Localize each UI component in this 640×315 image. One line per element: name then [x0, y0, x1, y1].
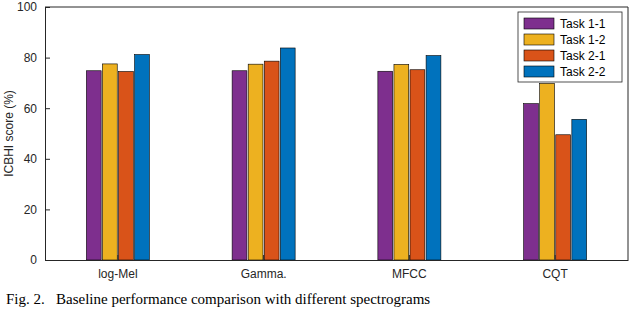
tick: 40: [24, 152, 50, 166]
axis-title: ICBHI score (%): [2, 90, 16, 177]
tick: 100: [17, 0, 50, 14]
tick: CQT: [542, 255, 568, 281]
legend-swatch: [524, 18, 554, 29]
bar: [410, 70, 425, 260]
tick-mark: [45, 108, 50, 109]
bar: [102, 64, 117, 260]
legend-swatch: [524, 66, 554, 77]
bar: [232, 71, 247, 260]
bar: [86, 71, 101, 260]
tick-label: MFCC: [392, 267, 427, 281]
axis-line: [45, 8, 46, 261]
legend-label: Task 2-1: [560, 49, 606, 63]
tick-mark: [45, 58, 50, 59]
bar-series: [86, 71, 538, 260]
tick: 60: [24, 102, 50, 116]
tick-label: 80: [24, 51, 38, 65]
tick: 20: [24, 203, 50, 217]
tick-mark: [263, 255, 264, 260]
tick-label: 60: [24, 102, 38, 116]
tick: log-Mel: [98, 255, 137, 281]
legend-item: Task 1-1: [524, 17, 606, 31]
legend-swatch: [524, 34, 554, 45]
tick-mark: [45, 209, 50, 210]
x-axis: log-Mel Gamma. MFCC CQT: [46, 255, 629, 281]
legend-label: Task 1-1: [560, 17, 606, 31]
legend-item: Task 2-2: [524, 65, 606, 79]
bar: [556, 135, 571, 260]
tick: 80: [24, 51, 50, 65]
tick-label: 100: [17, 0, 37, 14]
legend-label: Task 1-2: [560, 33, 606, 47]
bar: [524, 104, 539, 260]
bar: [248, 64, 263, 260]
bar: [264, 61, 279, 260]
tick-mark: [45, 7, 50, 8]
tick: Gamma.: [241, 255, 287, 281]
tick-label: log-Mel: [98, 267, 137, 281]
tick-label: 20: [24, 203, 38, 217]
bar: [378, 71, 393, 260]
bar: [540, 83, 555, 260]
axis-line: [46, 260, 629, 261]
legend-swatch: [524, 50, 554, 61]
tick-mark: [117, 255, 118, 260]
tick-mark: [555, 255, 556, 260]
legend-item: Task 1-2: [524, 33, 606, 47]
frame: [628, 7, 629, 260]
tick-label: 0: [30, 253, 37, 267]
bar: [135, 55, 150, 260]
bar: [572, 119, 587, 260]
legend-item: Task 2-1: [524, 49, 606, 63]
legend-box: [518, 12, 622, 82]
caption: Fig. 2. Baseline performance comparison …: [6, 291, 430, 307]
tick-label: 40: [24, 152, 38, 166]
frame: [45, 7, 628, 8]
bar: [119, 72, 134, 260]
bar: [394, 64, 409, 260]
bar: [426, 56, 441, 260]
legend-label: Task 2-2: [560, 65, 606, 79]
tick: MFCC: [392, 255, 427, 281]
tick-mark: [409, 255, 410, 260]
tick-label: Gamma.: [241, 267, 287, 281]
bars: [86, 48, 586, 260]
tick-mark: [45, 159, 50, 160]
y-axis: 0 20 40 60 80 100: [17, 0, 50, 267]
legend: Task 1-1 Task 1-2 Task 2-1 Task 2-2: [518, 12, 622, 82]
tick-label: CQT: [542, 267, 568, 281]
bar-series: [102, 64, 554, 260]
bar-series: [119, 61, 571, 260]
plot: 0 20 40 60 80 100 log-Mel Gamma. MFCC CQT Task 1-1…: [17, 0, 629, 280]
bar: [280, 48, 295, 260]
